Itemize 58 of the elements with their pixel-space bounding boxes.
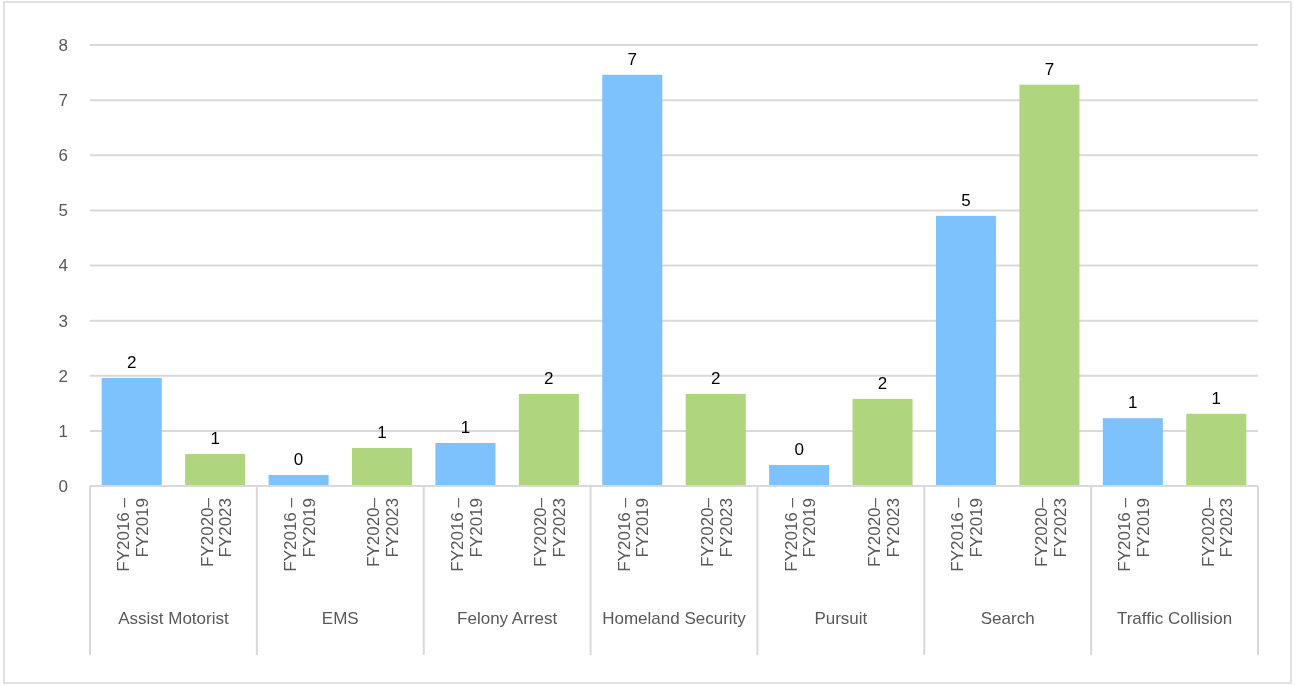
data-label: 0 [794, 440, 804, 460]
y-tick-label: 1 [58, 421, 68, 441]
y-tick-label: 4 [58, 256, 68, 276]
bar [602, 74, 663, 486]
y-tick-label: 7 [58, 91, 68, 111]
text: FY2020– FY2023 [364, 498, 403, 567]
data-label: 1 [377, 422, 387, 442]
data-label: 1 [1128, 393, 1138, 413]
x-tick-label: Search [980, 609, 1035, 628]
data-label: 2 [544, 368, 554, 388]
x-tick-label: Assist Motorist [118, 609, 229, 628]
data-label: 7 [1044, 59, 1055, 79]
bar [1019, 84, 1080, 486]
bar [518, 393, 579, 486]
x-tick-label: Homeland Security [602, 609, 747, 628]
data-label: 7 [627, 49, 638, 69]
text: FY2020– FY2023 [1031, 498, 1070, 567]
data-label: 2 [877, 373, 888, 393]
bar [351, 447, 413, 486]
text: FY2016 – FY2019 [114, 497, 152, 572]
bar [1186, 413, 1247, 486]
text: FY2020– FY2023 [531, 498, 570, 567]
x-tick-label: Pursuit [814, 609, 868, 628]
bar [852, 398, 913, 486]
data-label: 2 [710, 368, 721, 388]
y-tick-label: 0 [58, 476, 68, 496]
text: FY2016 – FY2019 [948, 498, 987, 572]
text: FY2016 – FY2019 [447, 498, 486, 572]
data-label: 1 [210, 429, 220, 449]
data-label: 2 [126, 352, 137, 372]
bar [935, 215, 997, 486]
y-tick-label: 8 [58, 35, 68, 55]
bar [769, 465, 830, 486]
data-label: 1 [460, 418, 471, 437]
text: FY2016 – FY2019 [281, 498, 319, 572]
text: FY2020– FY2023 [1198, 498, 1237, 567]
x-tick-label: Traffic Collision [1116, 609, 1233, 628]
bar [185, 454, 246, 486]
bar [1102, 418, 1163, 486]
text: FY2016 – FY2019 [614, 498, 653, 572]
x-tick-label: EMS [321, 609, 359, 628]
text: FY2016 – FY2019 [781, 498, 820, 572]
x-tick-label: Felony Arrest [457, 609, 558, 628]
text: FY2016 – FY2019 [1115, 498, 1154, 572]
data-label: 1 [1211, 388, 1222, 408]
y-tick-label: 2 [58, 366, 68, 386]
y-tick-label: 6 [58, 146, 68, 166]
bar [101, 377, 162, 486]
text: FY2020– FY2023 [698, 498, 736, 567]
data-label: 5 [961, 190, 971, 210]
text: FY2020– FY2023 [865, 498, 903, 567]
y-tick-label: 3 [58, 311, 68, 331]
text: FY2020– FY2023 [197, 497, 236, 567]
data-label: 0 [293, 449, 304, 469]
y-tick-label: 5 [58, 201, 68, 221]
bar [435, 443, 496, 486]
bar [268, 474, 329, 486]
bar [685, 393, 746, 486]
